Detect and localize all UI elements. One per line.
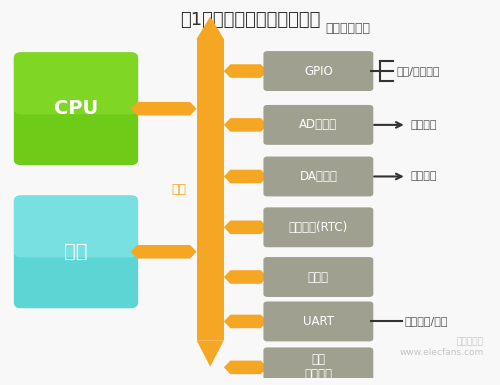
Text: 实时时钟(RTC): 实时时钟(RTC) <box>288 221 348 234</box>
Text: 片上外围设备: 片上外围设备 <box>326 22 370 35</box>
FancyBboxPatch shape <box>14 52 138 165</box>
FancyBboxPatch shape <box>14 52 138 114</box>
Text: DA转换器: DA转换器 <box>300 170 338 183</box>
Text: 定时器: 定时器 <box>308 271 329 283</box>
FancyBboxPatch shape <box>264 347 374 385</box>
Text: 串行输入/输出: 串行输入/输出 <box>404 316 448 326</box>
FancyBboxPatch shape <box>264 105 374 145</box>
Bar <box>196 39 224 340</box>
Polygon shape <box>224 221 268 234</box>
FancyBboxPatch shape <box>264 157 374 196</box>
Text: CPU: CPU <box>54 99 98 118</box>
FancyBboxPatch shape <box>14 195 138 308</box>
Polygon shape <box>224 361 268 374</box>
Polygon shape <box>196 17 224 39</box>
Polygon shape <box>224 170 268 183</box>
Text: 内存: 内存 <box>64 242 88 261</box>
FancyBboxPatch shape <box>264 51 374 91</box>
Text: GPIO: GPIO <box>304 65 332 77</box>
Text: 图1：单片机内部结构示意图: 图1：单片机内部结构示意图 <box>180 11 320 29</box>
Polygon shape <box>224 118 268 132</box>
Polygon shape <box>224 270 268 284</box>
Polygon shape <box>196 340 224 367</box>
FancyBboxPatch shape <box>264 257 374 297</box>
Text: AD转换器: AD转换器 <box>300 119 338 131</box>
Text: 模拟输出: 模拟输出 <box>410 171 436 181</box>
Polygon shape <box>224 64 268 78</box>
FancyBboxPatch shape <box>264 208 374 247</box>
Polygon shape <box>224 315 268 328</box>
Text: 输入/输出端口: 输入/输出端口 <box>396 66 440 76</box>
FancyBboxPatch shape <box>264 301 374 341</box>
Text: 其他
外设功能: 其他 外设功能 <box>304 353 332 382</box>
Text: 模拟输入: 模拟输入 <box>410 120 436 130</box>
Text: 总线: 总线 <box>172 183 186 196</box>
Text: 电子发烧友
www.elecfans.com: 电子发烧友 www.elecfans.com <box>400 337 483 357</box>
Polygon shape <box>130 102 196 116</box>
Polygon shape <box>130 245 196 259</box>
Text: UART: UART <box>303 315 334 328</box>
FancyBboxPatch shape <box>14 195 138 258</box>
